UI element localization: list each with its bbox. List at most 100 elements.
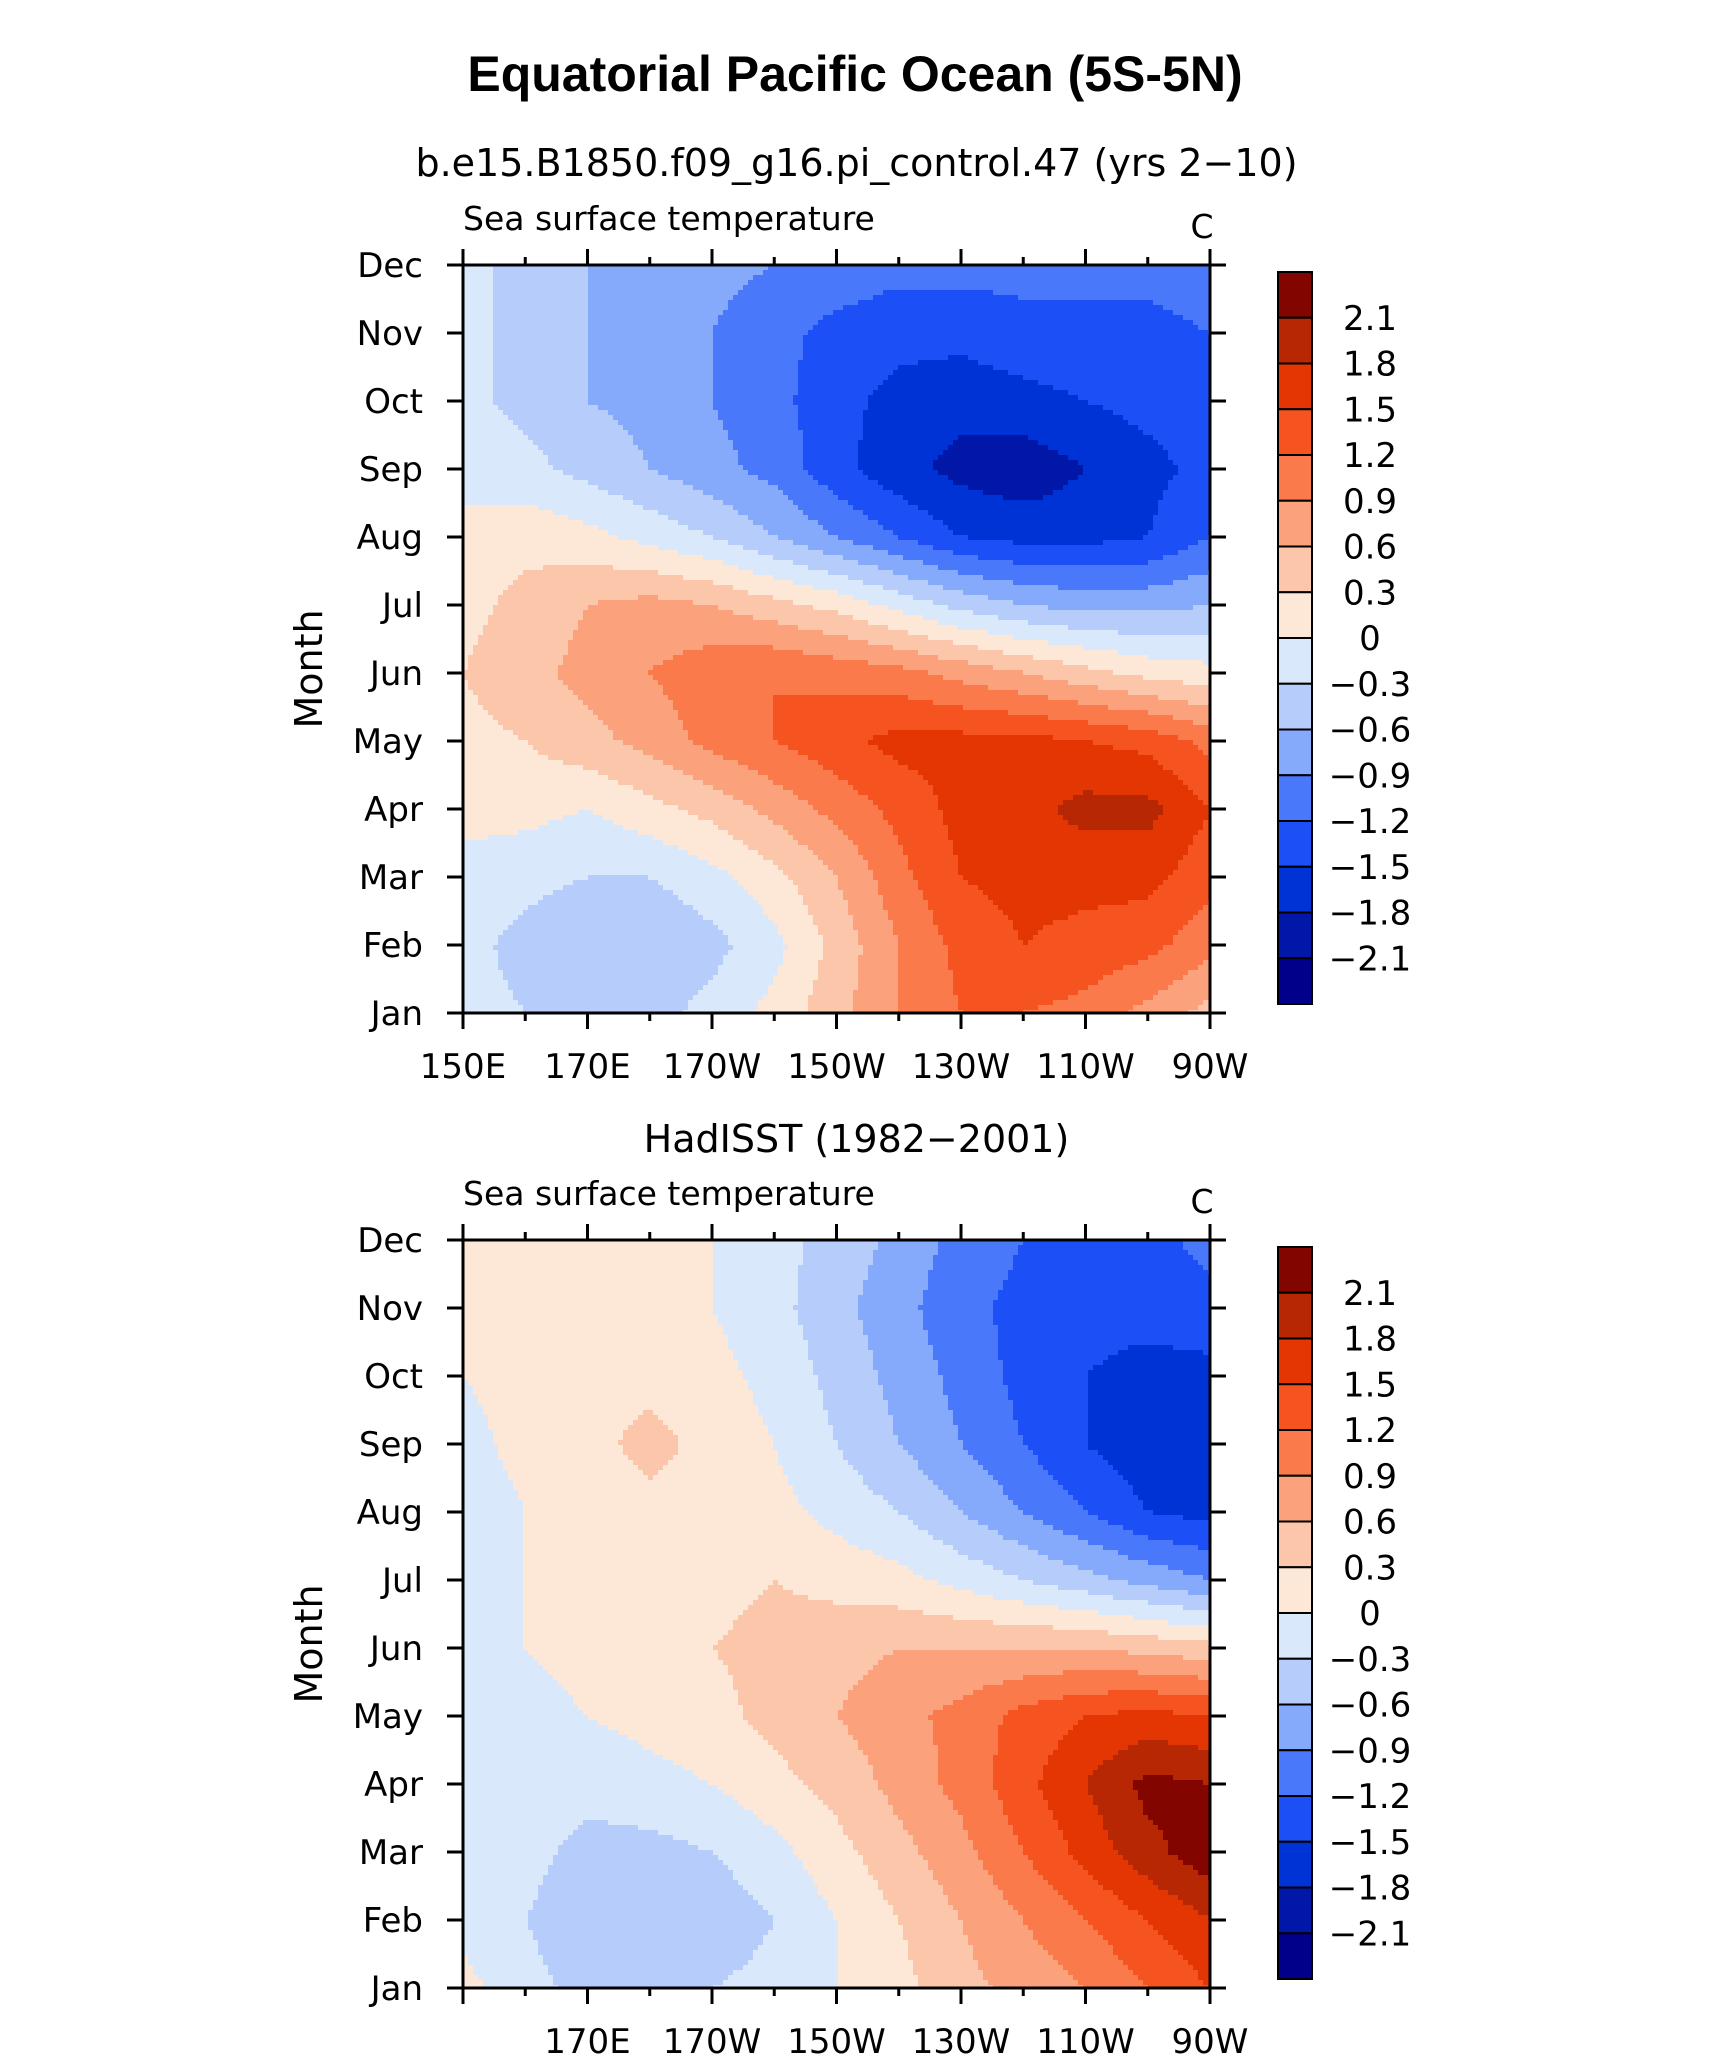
contour-cell — [1133, 290, 1139, 296]
contour-cell — [648, 315, 654, 321]
contour-cell — [823, 405, 829, 411]
contour-cell — [643, 420, 649, 426]
contour-cell — [703, 420, 709, 426]
contour-cell — [568, 285, 574, 291]
contour-cell — [508, 410, 514, 416]
contour-cell — [938, 335, 944, 341]
contour-cell — [1173, 425, 1179, 431]
contour-cell — [673, 395, 679, 401]
contour-cell — [618, 290, 624, 296]
contour-cell — [498, 360, 504, 366]
contour-cell — [738, 420, 744, 426]
contour-cell — [568, 395, 574, 401]
contour-cell — [478, 380, 484, 386]
contour-cell — [663, 360, 669, 366]
contour-cell — [798, 330, 804, 336]
contour-cell — [588, 355, 594, 361]
contour-cell — [783, 295, 789, 301]
contour-cell — [1048, 325, 1054, 331]
contour-cell — [548, 355, 554, 361]
contour-cell — [1153, 310, 1159, 316]
contour-cell — [973, 415, 979, 421]
contour-cell — [843, 295, 849, 301]
contour-cell — [608, 280, 614, 286]
contour-cell — [973, 390, 979, 396]
contour-cell — [993, 340, 999, 346]
contour-cell — [678, 335, 684, 341]
contour-cell — [463, 310, 469, 316]
contour-cell — [978, 290, 984, 296]
contour-cell — [498, 285, 504, 291]
contour-cell — [488, 290, 494, 296]
contour-cell — [478, 320, 484, 326]
contour-cell — [648, 320, 654, 326]
contour-cell — [588, 425, 594, 431]
contour-cell — [773, 325, 779, 331]
contour-cell — [603, 295, 609, 301]
contour-cell — [683, 405, 689, 411]
contour-cell — [768, 335, 774, 341]
contour-cell — [1018, 290, 1024, 296]
contour-cell — [488, 395, 494, 401]
contour-cell — [618, 420, 624, 426]
contour-cell — [573, 270, 579, 276]
contour-cell — [613, 350, 619, 356]
contour-cell — [468, 430, 474, 436]
contour-cell — [973, 420, 979, 426]
contour-cell — [513, 400, 519, 406]
contour-cell — [713, 360, 719, 366]
contour-cell — [598, 420, 604, 426]
contour-cell — [1173, 340, 1179, 346]
contour-cell — [628, 415, 634, 421]
contour-cell — [1023, 355, 1029, 361]
contour-cell — [963, 290, 969, 296]
contour-cell — [688, 310, 694, 316]
contour-cell — [1118, 375, 1124, 381]
contour-cell — [513, 345, 519, 351]
contour-cell — [1123, 345, 1129, 351]
contour-cell — [508, 390, 514, 396]
contour-cell — [1203, 280, 1209, 286]
contour-cell — [1013, 400, 1019, 406]
contour-cell — [1138, 420, 1144, 426]
contour-cell — [1078, 340, 1084, 346]
contour-cell — [868, 265, 874, 271]
contour-cell — [848, 365, 854, 371]
contour-cell — [678, 270, 684, 276]
contour-cell — [568, 290, 574, 296]
contour-cell — [1088, 340, 1094, 346]
contour-cell — [538, 425, 544, 431]
contour-cell — [963, 385, 969, 391]
contour-cell — [928, 360, 934, 366]
contour-cell — [748, 400, 754, 406]
contour-cell — [1063, 330, 1069, 336]
contour-cell — [483, 390, 489, 396]
contour-cell — [518, 425, 524, 431]
contour-cell — [533, 410, 539, 416]
contour-cell — [488, 325, 494, 331]
contour-cell — [498, 430, 504, 436]
contour-cell — [678, 350, 684, 356]
contour-cell — [548, 340, 554, 346]
contour-cell — [1178, 350, 1184, 356]
contour-cell — [1148, 335, 1154, 341]
contour-cell — [813, 300, 819, 306]
contour-cell — [1003, 340, 1009, 346]
contour-cell — [918, 415, 924, 421]
contour-cell — [758, 340, 764, 346]
contour-cell — [858, 290, 864, 296]
contour-cell — [1148, 285, 1154, 291]
contour-cell — [543, 270, 549, 276]
contour-cell — [893, 380, 899, 386]
contour-cell — [1198, 400, 1204, 406]
contour-cell — [463, 410, 469, 416]
contour-cell — [1118, 365, 1124, 371]
contour-cell — [1103, 325, 1109, 331]
contour-cell — [1038, 275, 1044, 281]
contour-cell — [658, 330, 664, 336]
contour-cell — [788, 270, 794, 276]
contour-cell — [638, 325, 644, 331]
contour-cell — [893, 275, 899, 281]
contour-cell — [838, 390, 844, 396]
contour-cell — [483, 430, 489, 436]
